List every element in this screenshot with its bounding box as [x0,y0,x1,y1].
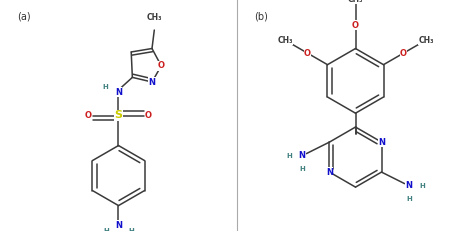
Text: CH₃: CH₃ [348,0,363,4]
Text: N: N [298,152,305,160]
Text: O: O [352,21,359,30]
Text: O: O [145,111,152,120]
Text: O: O [400,49,407,58]
Text: S: S [115,110,122,121]
Text: H: H [103,228,109,231]
Text: N: N [115,221,122,230]
Text: N: N [326,168,333,176]
Text: CH₃: CH₃ [418,36,434,45]
Text: N: N [148,78,155,86]
Text: O: O [158,61,165,70]
Text: CH₃: CH₃ [277,36,293,45]
Text: N: N [378,138,385,146]
Text: H: H [419,183,425,189]
Text: H: H [286,153,292,159]
Text: O: O [304,49,311,58]
Text: H: H [102,84,108,90]
Text: N: N [406,182,413,190]
Text: (b): (b) [254,12,268,21]
Text: (a): (a) [17,12,30,21]
Text: H: H [128,228,134,231]
Text: H: H [406,196,412,202]
Text: H: H [299,166,305,172]
Text: O: O [85,111,92,120]
Text: N: N [115,88,122,97]
Text: CH₃: CH₃ [146,13,162,22]
